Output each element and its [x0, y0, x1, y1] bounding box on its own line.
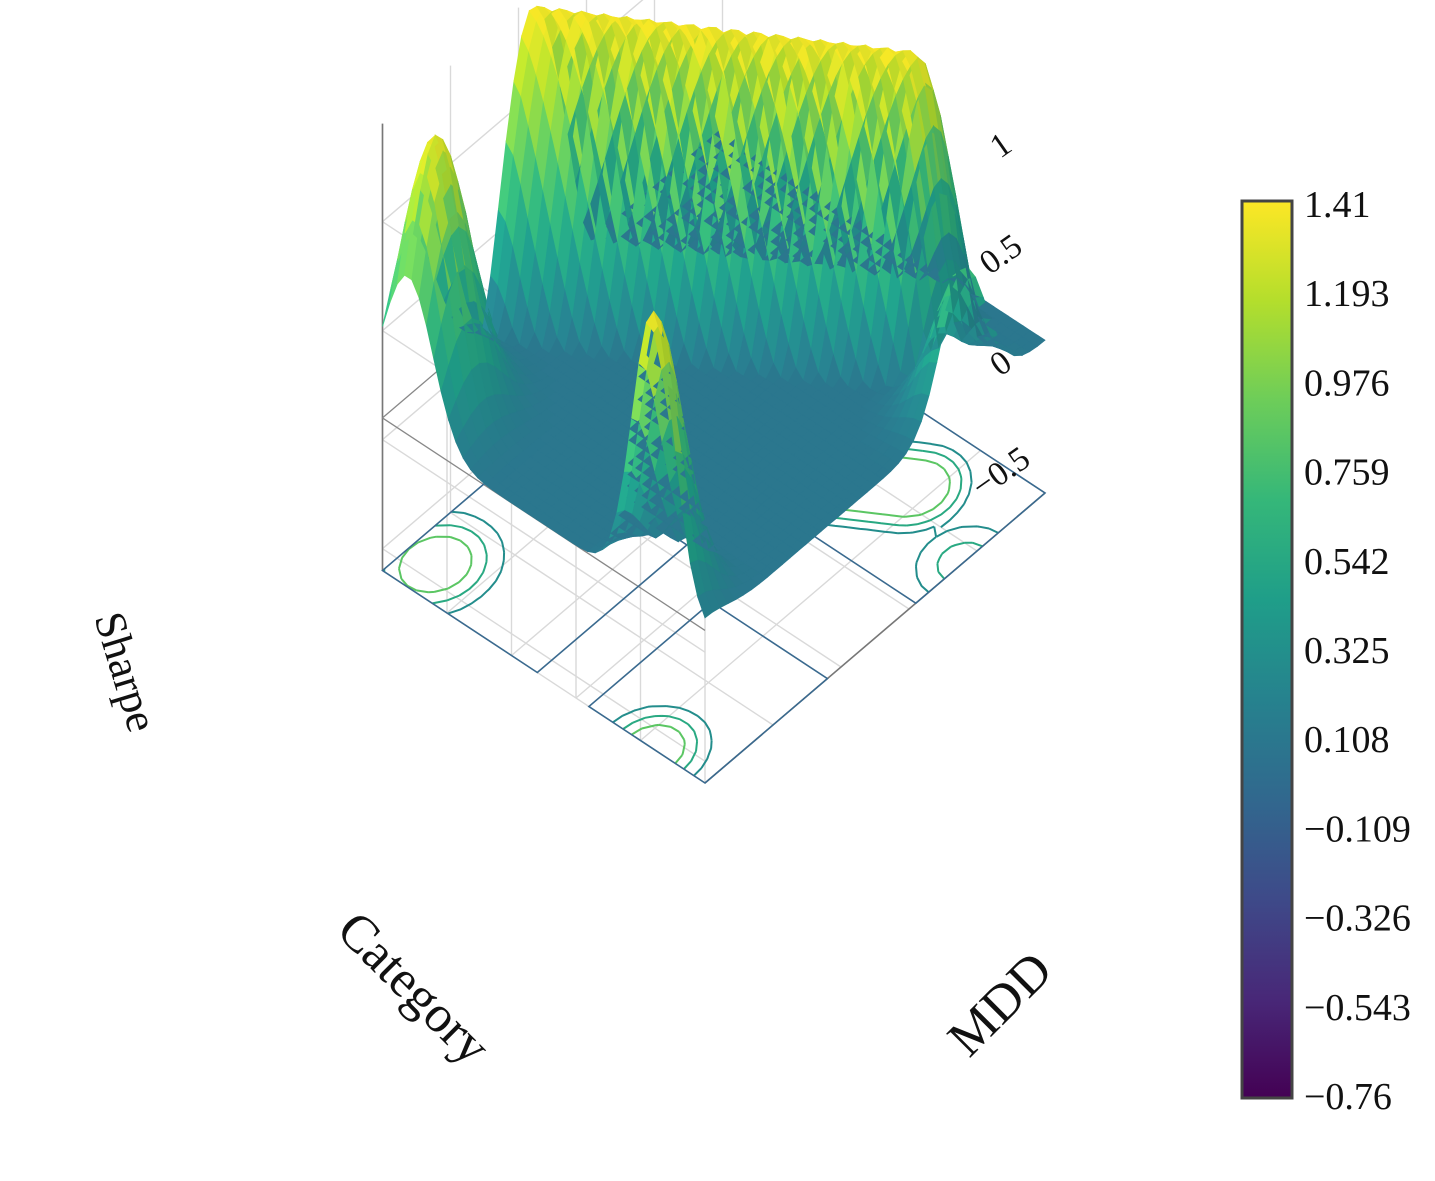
colorbar-tick-label: −0.109 [1304, 808, 1411, 850]
colorbar: 1.41 1.193 0.976 0.759 0.542 0.325 0.108 −0.109… [1240, 184, 1411, 1118]
colorbar-tick-label: 0.108 [1304, 719, 1390, 761]
colorbar-tick-label: 1.41 [1304, 184, 1371, 226]
colorbar-tick-label: 0.542 [1304, 541, 1390, 583]
colorbar-tick-label: 0.325 [1304, 630, 1390, 672]
colorbar-tick-label: 0.759 [1304, 452, 1390, 494]
colorbar-tick-label: −0.326 [1304, 898, 1411, 940]
grid-line [382, 548, 706, 762]
z-tick-label: −0.5 [965, 440, 1037, 506]
z-tick-label: 1 [983, 126, 1018, 166]
colorbar-tick-label: −0.76 [1304, 1076, 1392, 1118]
colorbar-tick-label: 1.193 [1304, 273, 1390, 315]
grid-line [640, 449, 981, 742]
surface-mesh [382, 5, 1046, 619]
surface-facet [1029, 334, 1046, 347]
colorbar-tick-label: 0.976 [1304, 362, 1390, 404]
y-axis-title: MDD [937, 941, 1063, 1067]
grid-line [382, 439, 706, 653]
z-axis-title: Sharpe [85, 606, 168, 737]
colorbar-tick-label: −0.543 [1304, 987, 1411, 1029]
z-tick-label: 0.5 [973, 227, 1029, 282]
colorbar-fill [1240, 199, 1294, 1100]
colorbar-ticks: 1.41 1.193 0.976 0.759 0.542 0.325 0.108 −0.109… [1304, 184, 1411, 1118]
x-axis-title: Category [326, 901, 501, 1076]
